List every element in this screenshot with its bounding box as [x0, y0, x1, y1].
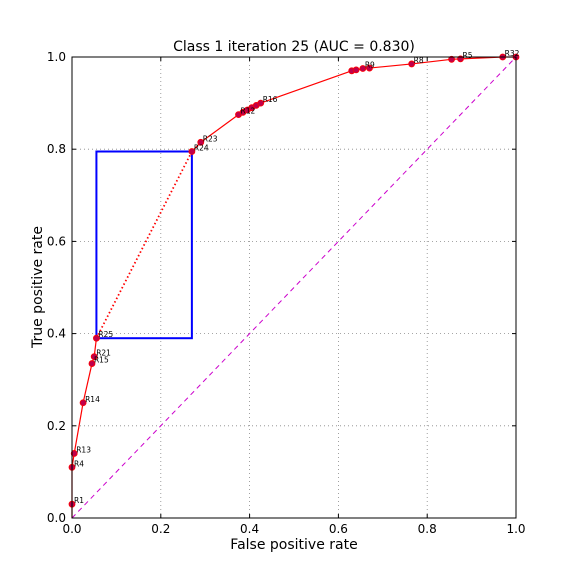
y-tick-label: 0.2 — [47, 419, 66, 433]
roc-point-label: R16 — [263, 95, 278, 104]
x-axis-label: False positive rate — [230, 537, 357, 553]
roc-point-label: R5 — [463, 51, 473, 60]
y-axis-label: True positive rate — [30, 226, 46, 349]
x-tick-label: 0.4 — [240, 522, 259, 536]
roc-point-label: R25 — [98, 330, 113, 339]
roc-point-marker — [353, 67, 359, 73]
y-tick-label: 0.0 — [47, 511, 66, 525]
roc-point-label: R9 — [365, 61, 375, 70]
y-tick-label: 0.6 — [47, 234, 66, 248]
chart-title: Class 1 iteration 25 (AUC = 0.830) — [173, 39, 415, 55]
y-tick-label: 0.4 — [47, 327, 66, 341]
roc-point-label: R21 — [96, 349, 111, 358]
x-tick-label: 0.6 — [329, 522, 348, 536]
roc-point-label: R4 — [74, 459, 84, 468]
x-tick-label: 1.0 — [506, 522, 525, 536]
roc-point-label: R24 — [194, 144, 209, 153]
roc-point-label: R14 — [85, 395, 100, 404]
x-tick-label: 0.8 — [418, 522, 437, 536]
x-tick-label: 0.2 — [151, 522, 170, 536]
roc-point-label: R1 — [74, 496, 84, 505]
roc-point-label: R23 — [203, 134, 218, 143]
y-tick-label: 1.0 — [47, 50, 66, 64]
roc-point-label: R12 — [241, 107, 256, 116]
roc-point-label: R13 — [76, 445, 91, 454]
y-tick-label: 0.8 — [47, 142, 66, 156]
